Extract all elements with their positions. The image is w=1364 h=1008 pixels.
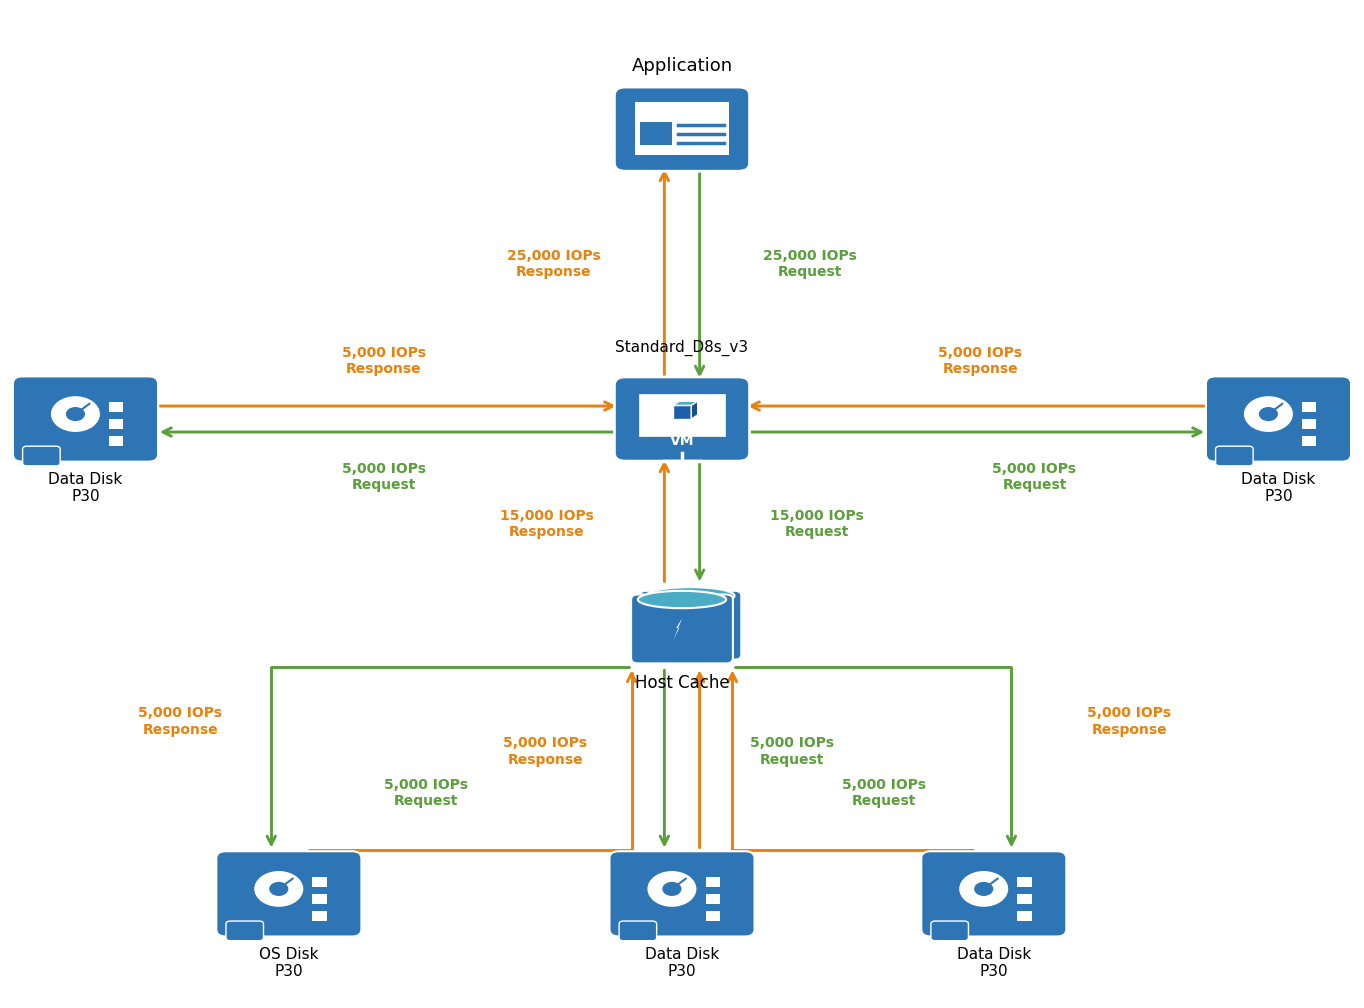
FancyBboxPatch shape [226, 921, 263, 940]
Text: 5,000 IOPs
Request: 5,000 IOPs Request [750, 736, 833, 766]
FancyBboxPatch shape [614, 87, 750, 171]
Text: 5,000 IOPs
Response: 5,000 IOPs Response [503, 736, 587, 766]
FancyBboxPatch shape [705, 877, 720, 887]
FancyBboxPatch shape [23, 447, 60, 466]
FancyBboxPatch shape [109, 436, 123, 447]
FancyBboxPatch shape [930, 921, 968, 940]
FancyBboxPatch shape [1018, 877, 1031, 887]
FancyBboxPatch shape [312, 877, 327, 887]
Text: Host Cache: Host Cache [634, 673, 730, 691]
FancyBboxPatch shape [636, 102, 728, 155]
FancyBboxPatch shape [921, 851, 1067, 936]
Text: 5,000 IOPs
Response: 5,000 IOPs Response [938, 346, 1022, 376]
FancyBboxPatch shape [1215, 447, 1254, 466]
Text: 25,000 IOPs
Request: 25,000 IOPs Request [764, 249, 857, 279]
FancyBboxPatch shape [1303, 436, 1316, 447]
FancyBboxPatch shape [1303, 419, 1316, 429]
Text: Standard_D8s_v3: Standard_D8s_v3 [615, 340, 749, 356]
Circle shape [50, 395, 101, 432]
FancyBboxPatch shape [705, 894, 720, 904]
Circle shape [269, 882, 288, 896]
Polygon shape [672, 401, 698, 405]
FancyBboxPatch shape [14, 376, 158, 462]
Text: OS Disk
P30: OS Disk P30 [259, 947, 319, 979]
FancyBboxPatch shape [672, 405, 692, 419]
FancyBboxPatch shape [312, 911, 327, 921]
Text: 5,000 IOPs
Request: 5,000 IOPs Request [993, 462, 1076, 492]
FancyBboxPatch shape [1206, 376, 1350, 462]
FancyBboxPatch shape [312, 894, 327, 904]
Text: 5,000 IOPs
Response: 5,000 IOPs Response [1087, 707, 1172, 737]
FancyBboxPatch shape [109, 419, 123, 429]
Text: VM: VM [670, 433, 694, 448]
FancyBboxPatch shape [1018, 894, 1031, 904]
Circle shape [1259, 407, 1278, 421]
Text: 15,000 IOPs
Response: 15,000 IOPs Response [501, 509, 593, 539]
Circle shape [1243, 395, 1293, 432]
Text: 5,000 IOPs
Response: 5,000 IOPs Response [138, 707, 222, 737]
FancyBboxPatch shape [217, 851, 361, 936]
Text: 5,000 IOPs
Response: 5,000 IOPs Response [342, 346, 426, 376]
Polygon shape [674, 618, 682, 640]
Text: Data Disk
P30: Data Disk P30 [645, 947, 719, 979]
Text: 15,000 IOPs
Request: 15,000 IOPs Request [771, 509, 863, 539]
FancyBboxPatch shape [632, 595, 732, 663]
Ellipse shape [647, 587, 735, 605]
Text: Data Disk
P30: Data Disk P30 [48, 472, 123, 504]
FancyBboxPatch shape [610, 851, 754, 936]
FancyBboxPatch shape [640, 394, 724, 436]
FancyBboxPatch shape [109, 402, 123, 412]
FancyBboxPatch shape [1018, 911, 1031, 921]
Text: Data Disk
P30: Data Disk P30 [956, 947, 1031, 979]
Circle shape [254, 870, 304, 907]
FancyBboxPatch shape [619, 921, 656, 940]
Circle shape [959, 870, 1009, 907]
Polygon shape [692, 401, 698, 419]
Text: 5,000 IOPs
Request: 5,000 IOPs Request [342, 462, 426, 492]
Ellipse shape [638, 591, 726, 608]
Text: Data Disk
P30: Data Disk P30 [1241, 472, 1316, 504]
Text: 25,000 IOPs
Response: 25,000 IOPs Response [507, 249, 600, 279]
Text: 5,000 IOPs
Request: 5,000 IOPs Request [842, 778, 926, 808]
Circle shape [647, 870, 697, 907]
Text: Application: Application [632, 56, 732, 75]
Text: 5,000 IOPs
Request: 5,000 IOPs Request [383, 778, 468, 808]
FancyBboxPatch shape [1303, 402, 1316, 412]
FancyBboxPatch shape [640, 591, 741, 659]
FancyBboxPatch shape [614, 377, 750, 461]
Circle shape [65, 407, 85, 421]
FancyBboxPatch shape [705, 911, 720, 921]
Circle shape [663, 882, 682, 896]
Circle shape [974, 882, 993, 896]
FancyBboxPatch shape [640, 122, 672, 145]
